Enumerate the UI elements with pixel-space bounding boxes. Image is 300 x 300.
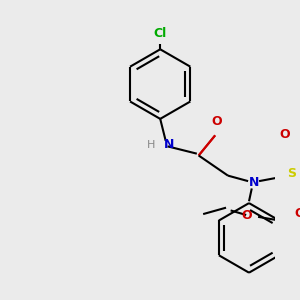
Text: S: S [287, 167, 296, 180]
Text: N: N [164, 138, 174, 151]
Text: H: H [147, 140, 156, 149]
Text: O: O [279, 128, 290, 141]
Text: O: O [294, 207, 300, 220]
Text: O: O [241, 209, 252, 222]
Text: N: N [248, 176, 259, 190]
Text: Cl: Cl [154, 27, 167, 40]
Text: O: O [212, 115, 222, 128]
